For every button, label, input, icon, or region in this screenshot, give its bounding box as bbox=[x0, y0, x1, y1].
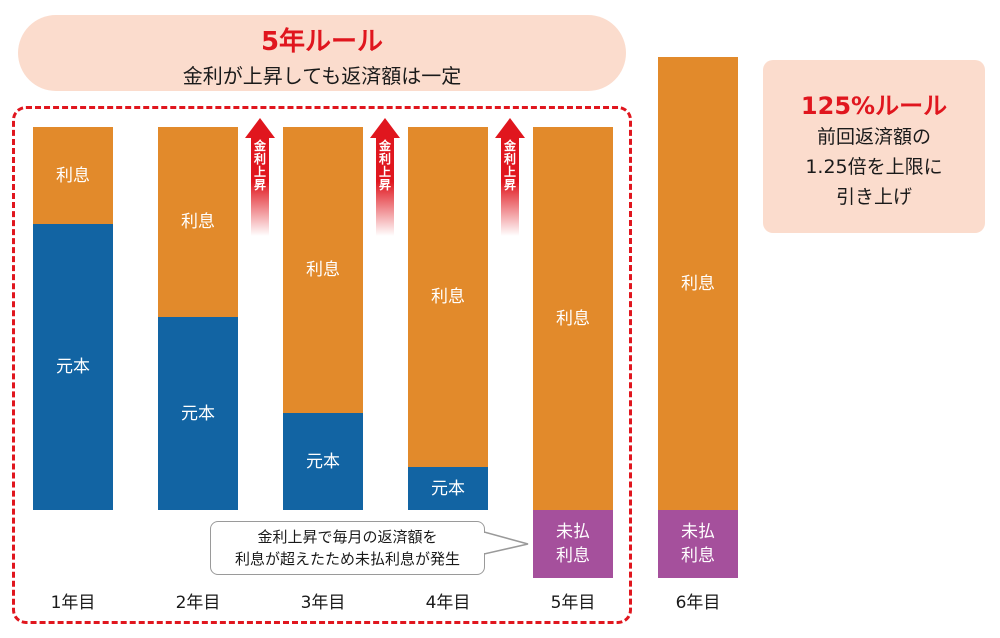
rule-125-title: 125%ルール bbox=[800, 92, 948, 120]
unpaid-interest-label: 未払 利息 bbox=[681, 520, 715, 568]
five-year-rule-subtitle: 金利が上昇しても返済額は一定 bbox=[182, 64, 462, 88]
rate-rise-arrow-icon: 金利上昇 bbox=[245, 118, 275, 236]
principal-label: 元本 bbox=[56, 357, 90, 377]
year-label: 5年目 bbox=[550, 593, 596, 613]
callout-line: 利息が超えたため未払利息が発生 bbox=[234, 550, 460, 568]
principal-label: 元本 bbox=[306, 451, 340, 472]
year-label: 1年目 bbox=[50, 593, 96, 613]
rule-125-box: 125%ルール 前回返済額の 1.25倍を上限に 引き上げ bbox=[763, 60, 985, 233]
year-label: 6年目 bbox=[675, 593, 721, 613]
rule-125-line: 前回返済額の bbox=[816, 126, 931, 148]
interest-segment: 利息 bbox=[408, 127, 488, 467]
unpaid-interest-segment: 未払 利息 bbox=[533, 510, 613, 578]
interest-label: 利息 bbox=[556, 308, 590, 329]
unpaid-label-line: 利息 bbox=[556, 546, 590, 566]
principal-segment: 元本 bbox=[408, 467, 488, 510]
rate-rise-arrow-icon: 金利上昇 bbox=[495, 118, 525, 236]
interest-segment: 利息 bbox=[158, 127, 238, 317]
rate-rise-label: 金利上昇 bbox=[253, 139, 266, 192]
rate-rise-label: 金利上昇 bbox=[503, 139, 516, 192]
rate-rise-arrow-icon: 金利上昇 bbox=[370, 118, 400, 236]
callout-tail bbox=[484, 531, 529, 555]
rule-125-line: 引き上げ bbox=[835, 186, 912, 208]
interest-label: 利息 bbox=[181, 212, 215, 232]
interest-segment: 利息 bbox=[33, 127, 113, 224]
year-label: 2年目 bbox=[175, 593, 221, 613]
principal-label: 元本 bbox=[431, 478, 465, 499]
unpaid-label-line: 未払 bbox=[556, 522, 590, 542]
interest-segment: 利息 bbox=[533, 127, 613, 510]
rate-rise-label: 金利上昇 bbox=[378, 139, 391, 192]
interest-label: 利息 bbox=[681, 273, 715, 294]
five-year-rule-banner: 5年ルール 金利が上昇しても返済額は一定 bbox=[18, 15, 626, 91]
year-label: 3年目 bbox=[300, 593, 346, 613]
five-year-period-frame bbox=[12, 106, 632, 624]
year-label: 4年目 bbox=[425, 593, 471, 613]
unpaid-label-line: 未払 bbox=[681, 522, 715, 542]
unpaid-interest-segment: 未払 利息 bbox=[658, 510, 738, 578]
principal-segment: 元本 bbox=[33, 224, 113, 510]
interest-label: 利息 bbox=[431, 287, 465, 307]
callout-line: 金利上昇で毎月の返済額を bbox=[257, 528, 438, 546]
principal-segment: 元本 bbox=[158, 317, 238, 510]
interest-label: 利息 bbox=[56, 165, 90, 186]
rule-125-text: 前回返済額の 1.25倍を上限に 引き上げ bbox=[763, 122, 985, 212]
interest-segment: 利息 bbox=[283, 127, 363, 413]
five-year-rule-title: 5年ルール bbox=[260, 27, 384, 57]
principal-segment: 元本 bbox=[283, 413, 363, 510]
interest-label: 利息 bbox=[306, 260, 340, 280]
unpaid-label-line: 利息 bbox=[681, 546, 715, 566]
principal-label: 元本 bbox=[181, 403, 215, 424]
interest-segment: 利息 bbox=[658, 57, 738, 510]
unpaid-interest-callout: 金利上昇で毎月の返済額を 利息が超えたため未払利息が発生 bbox=[210, 521, 485, 575]
unpaid-interest-label: 未払 利息 bbox=[556, 520, 590, 568]
rule-125-line: 1.25倍を上限に bbox=[805, 156, 943, 178]
